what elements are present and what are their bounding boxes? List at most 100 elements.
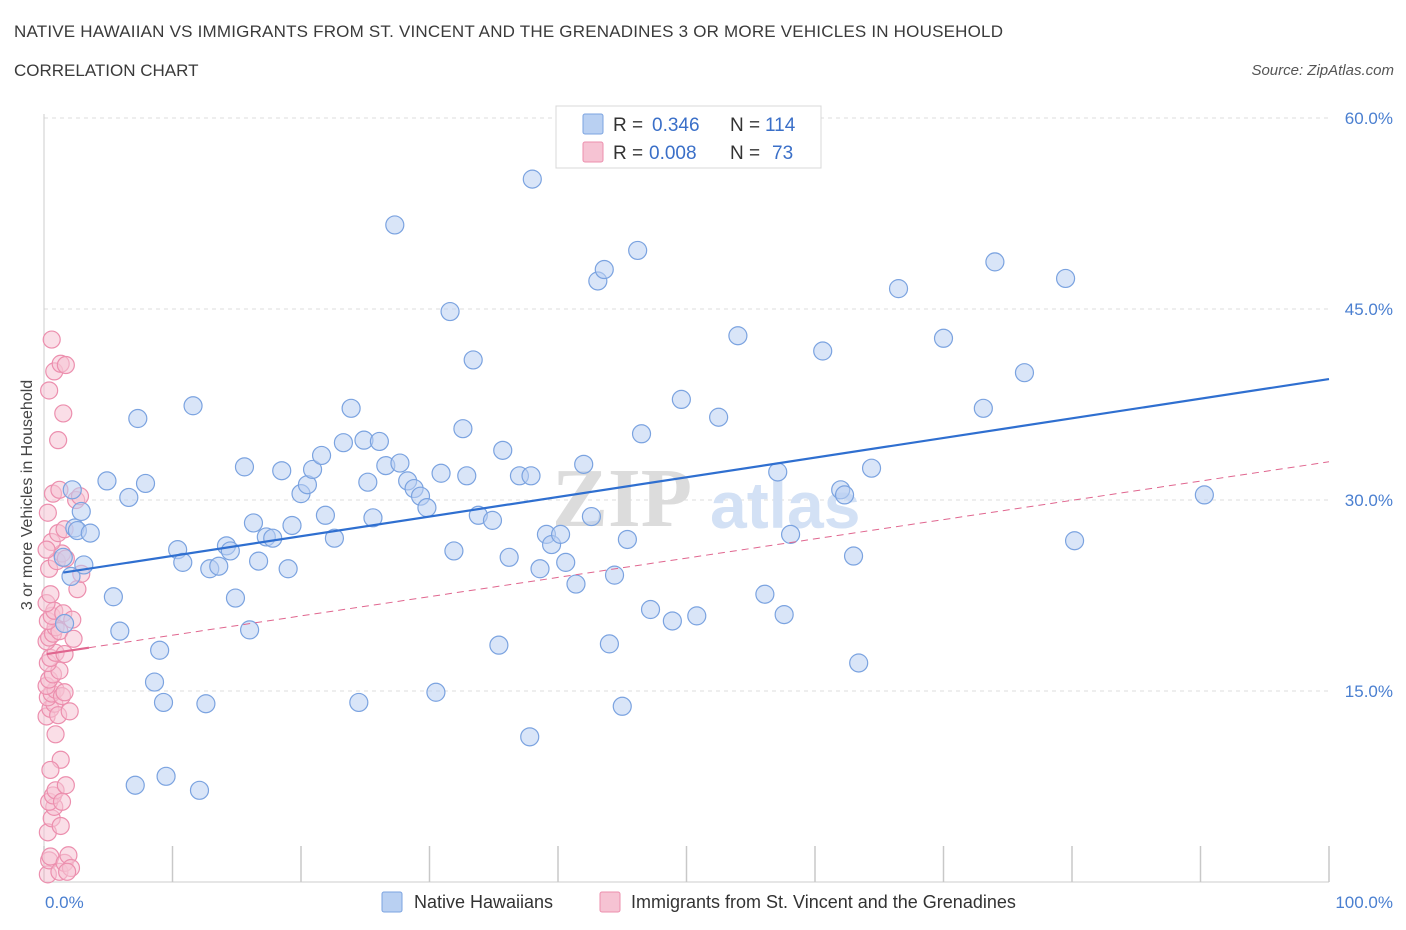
data-point-blue	[385, 215, 405, 235]
data-point-blue	[687, 606, 707, 626]
legend-bottom: Native Hawaiians Immigrants from St. Vin…	[381, 891, 1016, 913]
data-point-blue	[780, 524, 801, 544]
data-point-blue	[755, 584, 775, 604]
data-point-blue	[324, 528, 345, 548]
data-point-blue	[282, 515, 302, 536]
trend-lines	[46, 377, 1330, 656]
data-point-blue	[774, 604, 794, 625]
bottom-legend-swatch-blue	[381, 891, 403, 913]
data-point-pink	[46, 725, 65, 744]
watermark-zip: ZIP	[552, 452, 692, 545]
data-point-pink	[41, 760, 60, 780]
data-point-pink	[58, 862, 77, 881]
data-point-blue	[457, 466, 477, 486]
data-point-blue	[834, 485, 855, 505]
data-point-blue	[110, 621, 130, 641]
data-point-blue	[240, 620, 260, 640]
data-point-blue	[489, 635, 509, 655]
data-point-blue	[209, 556, 229, 576]
bottom-legend-swatch-pink	[599, 891, 621, 913]
data-point-blue	[581, 506, 602, 527]
data-point-blue	[849, 653, 869, 673]
data-point-pink	[56, 776, 75, 795]
legend-r-label-1: R =	[613, 115, 643, 136]
data-point-blue	[128, 408, 148, 429]
data-point-blue	[234, 457, 255, 477]
data-point-pink	[56, 355, 75, 375]
data-point-pink	[60, 702, 79, 721]
data-point-blue	[662, 611, 682, 631]
data-point-blue	[390, 453, 410, 473]
x-tick-max: 100.0%	[1335, 893, 1393, 912]
data-point-blue	[341, 398, 361, 418]
data-point-blue	[119, 487, 139, 508]
chart-title: NATIVE HAWAIIAN VS IMMIGRANTS FROM ST. V…	[14, 22, 1004, 41]
data-point-blue	[631, 424, 652, 444]
data-point-blue	[358, 472, 378, 492]
data-point-blue	[1055, 268, 1076, 289]
legend-n-label-1: N =	[730, 115, 760, 136]
data-point-blue	[150, 640, 170, 660]
data-point-blue	[463, 350, 483, 370]
data-point-pink	[55, 683, 74, 702]
data-point-blue	[550, 524, 571, 544]
legend-top: R = 0.346 N = 114 R = 0.008 N = 73	[555, 105, 822, 169]
legend-swatch-pink	[582, 141, 604, 163]
data-point-blue	[453, 419, 473, 439]
data-point-blue	[144, 672, 165, 692]
y-tick-label: 30.0%	[1345, 491, 1393, 510]
data-point-blue	[311, 445, 332, 466]
data-point-blue	[363, 508, 383, 528]
data-point-blue	[80, 523, 100, 543]
data-point-blue	[225, 588, 246, 608]
data-point-blue	[220, 541, 240, 561]
legend-r-value-1: 0.346	[652, 115, 700, 136]
data-point-blue	[671, 389, 691, 410]
trend-line-pink-solid	[46, 646, 90, 656]
data-point-blue	[135, 473, 156, 494]
data-point-blue	[263, 528, 283, 548]
bottom-legend-label-blue: Native Hawaiians	[414, 892, 553, 912]
trend-line-pink-dashed	[88, 461, 1330, 649]
data-point-blue	[813, 341, 833, 361]
data-point-blue	[426, 682, 446, 702]
data-point-blue	[521, 466, 541, 486]
data-point-blue	[243, 513, 264, 533]
data-point-pink	[49, 431, 68, 450]
data-point-blue	[272, 461, 292, 481]
series-pink-points	[37, 330, 91, 884]
data-point-blue	[62, 480, 82, 500]
data-point-blue	[103, 587, 123, 607]
data-point-blue	[196, 694, 216, 714]
data-point-blue	[278, 559, 298, 579]
data-point-blue	[612, 696, 632, 716]
data-point-blue	[499, 547, 519, 567]
data-point-blue	[333, 433, 354, 453]
data-point-blue	[153, 692, 174, 713]
source-label: Source: ZipAtlas.com	[1251, 62, 1394, 79]
data-point-pink	[37, 540, 56, 559]
data-point-blue	[54, 613, 75, 634]
data-point-blue	[985, 252, 1005, 272]
data-point-blue	[843, 546, 864, 566]
data-point-blue	[183, 396, 203, 416]
series-blue-points	[53, 169, 1214, 800]
data-point-blue	[566, 574, 586, 594]
data-point-blue	[125, 775, 145, 795]
trend-line-blue	[63, 377, 1330, 574]
bottom-legend-label-pink: Immigrants from St. Vincent and the Gren…	[631, 892, 1016, 912]
data-point-blue	[520, 727, 540, 747]
data-point-blue	[71, 501, 91, 522]
data-point-blue	[530, 559, 550, 579]
data-point-blue	[594, 259, 614, 280]
data-point-blue	[574, 454, 594, 474]
legend-r-label-2: R =	[613, 143, 643, 164]
data-point-blue	[1064, 531, 1085, 551]
data-point-blue	[888, 279, 909, 299]
data-point-pink	[52, 792, 72, 811]
data-point-pink	[55, 644, 74, 664]
y-tick-label: 45.0%	[1345, 300, 1393, 319]
data-point-blue	[861, 458, 882, 478]
y-tick-labels: 15.0% 30.0% 45.0% 60.0%	[1345, 109, 1393, 701]
